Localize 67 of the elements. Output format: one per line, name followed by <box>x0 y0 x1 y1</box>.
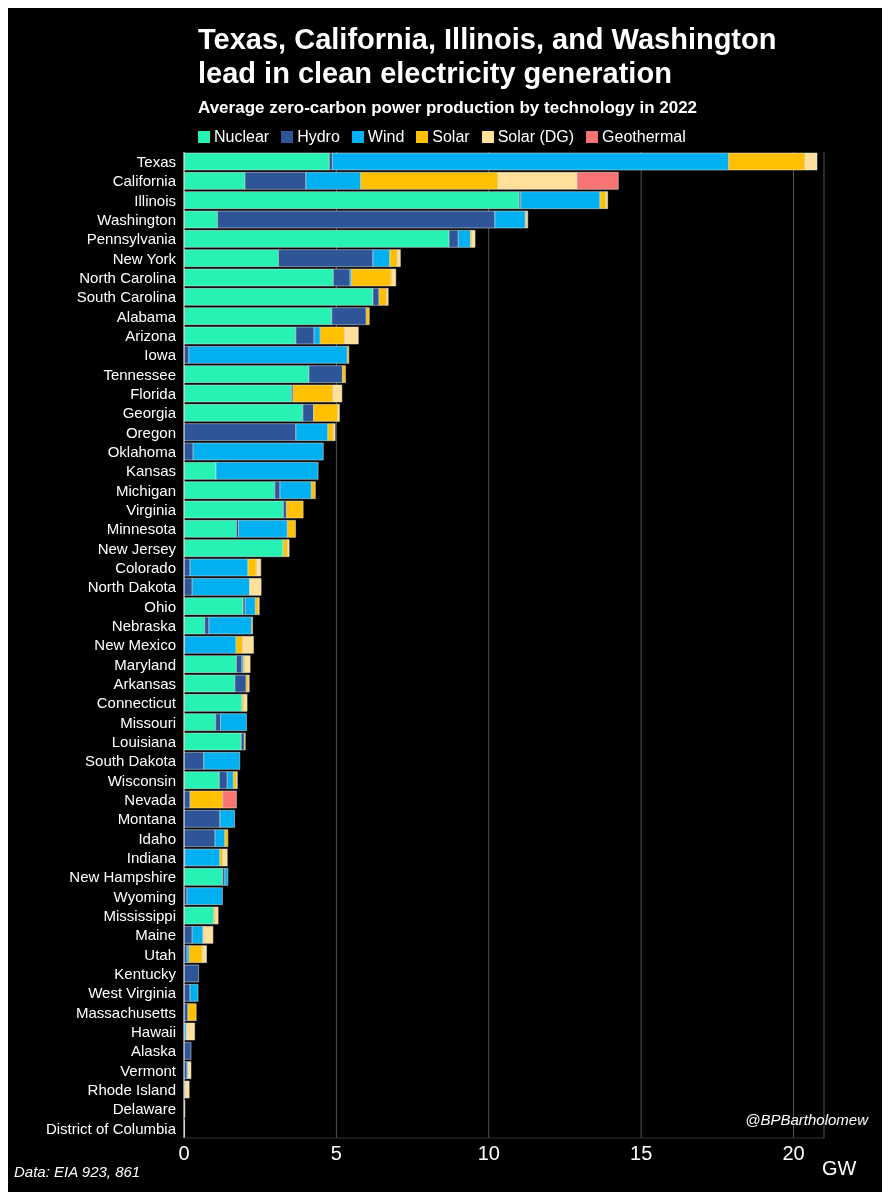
legend-label: Wind <box>367 128 405 146</box>
y-tick-label: North Dakota <box>87 578 177 596</box>
y-tick-label: South Carolina <box>76 288 177 306</box>
y-tick-label: Louisiana <box>111 732 177 750</box>
y-tick-label: Georgia <box>122 404 177 422</box>
y-tick-label: California <box>112 172 177 190</box>
y-tick-label: Idaho <box>138 829 176 847</box>
y-tick-label: District of Columbia <box>45 1119 177 1137</box>
y-tick-label: Nevada <box>124 790 177 808</box>
annotation: @BPBartholomew <box>745 1111 868 1128</box>
y-tick-label: Utah <box>144 945 176 963</box>
y-tick-label: Missouri <box>120 713 176 731</box>
y-tick-label: Massachusetts <box>75 1003 176 1021</box>
y-tick-label: New York <box>112 249 177 267</box>
chart-subtitle: Average zero-carbon power production by technology in 2022 <box>198 98 699 118</box>
y-tick-label: Colorado <box>115 558 176 576</box>
y-tick-label: Kentucky <box>114 964 177 982</box>
y-tick-label: Indiana <box>126 848 177 866</box>
y-tick-label: Delaware <box>112 1100 176 1118</box>
y-tick-label: New Hampshire <box>69 868 176 886</box>
y-tick-label: Ohio <box>144 597 176 615</box>
y-tick-label: Texas <box>136 152 176 170</box>
x-tick-label: 20 <box>782 1142 805 1165</box>
y-tick-label: Montana <box>117 810 177 828</box>
text: Data: EIA 923, 861 <box>14 1163 141 1180</box>
y-tick-label: New Mexico <box>94 636 176 654</box>
y-tick-label: Florida <box>130 384 177 402</box>
y-tick-label: Maryland <box>114 655 176 673</box>
y-tick-label: Maine <box>135 926 176 944</box>
legend-label: Geothermal <box>602 128 686 146</box>
y-tick-label: South Dakota <box>85 752 177 770</box>
y-tick-label: Oklahoma <box>107 442 177 460</box>
y-tick-label: Alaska <box>130 1042 177 1060</box>
y-tick-label: Nebraska <box>111 616 177 634</box>
y-tick-label: Arkansas <box>113 674 176 692</box>
y-tick-label: Wisconsin <box>107 771 176 789</box>
x-tick-label: 15 <box>630 1142 653 1165</box>
x-tick-label: 0 <box>178 1142 190 1165</box>
legend-label: Hydro <box>297 128 340 146</box>
y-tick-label: Hawaii <box>130 1022 176 1040</box>
y-tick-label: Alabama <box>116 307 177 325</box>
y-tick-label: Mississippi <box>103 906 176 924</box>
y-tick-label: New Jersey <box>97 539 177 557</box>
y-tick-label: Iowa <box>144 346 177 364</box>
y-tick-label: Virginia <box>126 500 177 518</box>
y-tick-label: Oregon <box>125 423 176 441</box>
chart-title: Texas, California, Illinois, and Washington lead in clean electricity generation <box>198 22 778 90</box>
y-tick-label: Pennsylvania <box>86 230 177 248</box>
y-tick-label: North Carolina <box>79 268 177 286</box>
y-tick-label: Kansas <box>125 462 176 480</box>
y-tick-label: West Virginia <box>88 984 177 1002</box>
y-tick-label: Arizona <box>125 326 177 344</box>
legend-label: Nuclear <box>214 128 270 146</box>
legend-label: Solar <box>432 128 470 146</box>
y-tick-label: Wyoming <box>113 887 176 905</box>
y-tick-label: Minnesota <box>106 520 177 538</box>
legend-label: Solar (DG) <box>497 128 575 146</box>
x-tick-label: 5 <box>330 1142 342 1165</box>
x-tick-label: 10 <box>477 1142 500 1165</box>
y-tick-label: Connecticut <box>96 694 177 712</box>
y-tick-label: Vermont <box>120 1061 177 1079</box>
y-tick-label: Michigan <box>115 481 176 499</box>
y-tick-label: Washington <box>97 210 176 228</box>
x-axis-title: GW <box>822 1157 857 1180</box>
y-tick-label: Rhode Island <box>87 1080 176 1098</box>
y-tick-label: Tennessee <box>103 365 176 383</box>
y-tick-label: Illinois <box>134 191 176 209</box>
